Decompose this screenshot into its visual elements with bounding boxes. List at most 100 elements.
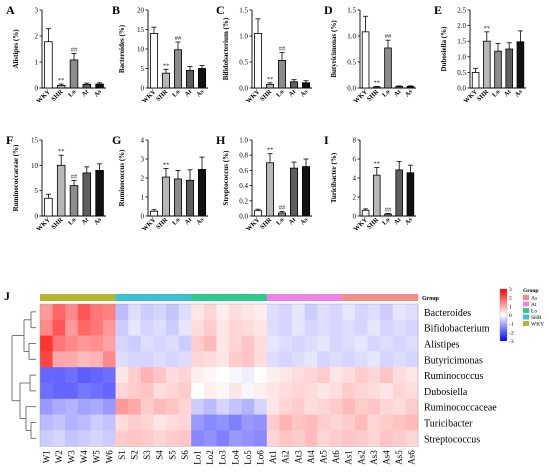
heatmap-column-label: S5 — [167, 450, 177, 460]
y-tick-label: 10 — [31, 162, 39, 170]
heatmap-cell — [392, 351, 406, 368]
heatmap-cell — [191, 304, 205, 321]
heatmap-cell — [90, 398, 104, 415]
y-axis-label: Streptococcus (%) — [222, 150, 230, 206]
x-tick-label: Lo — [491, 88, 501, 98]
heatmap-cell — [128, 367, 142, 384]
heatmap-cell — [140, 335, 154, 352]
heatmap-cell — [266, 383, 280, 400]
heatmap-cell — [329, 398, 343, 415]
heatmap-column-label: W1 — [41, 450, 51, 463]
heatmap-cell — [153, 367, 167, 384]
heatmap-cell — [254, 414, 268, 431]
heatmap-column-label: W3 — [67, 450, 77, 463]
bar-lo — [69, 185, 79, 217]
group-strip-cell — [380, 294, 394, 301]
x-tick-label: SHR — [50, 88, 65, 103]
heatmap-cell — [77, 430, 91, 447]
heatmap-cell — [203, 351, 217, 368]
y-tick-label: 2 — [35, 33, 39, 41]
bar-as — [406, 172, 415, 217]
x-tick-label: At — [393, 216, 403, 226]
heatmap-cell — [392, 383, 406, 400]
group-strip-cell — [166, 294, 179, 301]
heatmap-cell — [166, 319, 179, 336]
y-tick-label: 15 — [31, 137, 39, 145]
group-legend-title: Group — [523, 288, 539, 294]
heatmap-cell — [355, 367, 368, 384]
panel-letter: J — [4, 289, 10, 303]
bar-at — [505, 48, 513, 89]
heatmap-cell — [279, 335, 293, 352]
heatmap-cell — [367, 398, 381, 415]
heatmap-cell — [317, 335, 331, 352]
y-axis-label: Bifidobacterium (%) — [222, 17, 230, 80]
group-strip-cell — [355, 294, 368, 301]
group-legend-swatch — [523, 321, 529, 326]
heatmap-cell — [279, 383, 293, 400]
heatmap-cell — [52, 383, 66, 400]
y-tick-label: 0.4 — [239, 182, 248, 190]
heatmap-row-label: Streptococcus — [424, 434, 480, 445]
heatmap-cell — [128, 383, 142, 400]
heatmap-cell — [405, 414, 419, 431]
heatmap-cell — [266, 351, 280, 368]
heatmap-row-label: Bifidobacterium — [424, 324, 490, 335]
bar-at — [185, 70, 194, 89]
y-axis-label: Ruminococcaceae (%) — [12, 144, 20, 211]
group-strip-cell — [367, 294, 381, 301]
heatmap-cell — [140, 304, 154, 321]
heatmap-cell — [40, 304, 53, 321]
color-scale-tick: 2 — [509, 296, 512, 302]
heatmap-cell — [166, 367, 179, 384]
color-scale-tick: -1 — [509, 322, 514, 328]
panel-letter: H — [216, 133, 226, 147]
y-tick-label: 0.5 — [239, 59, 248, 67]
heatmap-cell — [229, 383, 242, 400]
color-scale-bar — [499, 288, 508, 342]
y-axis-label: Ruminococcus (%) — [118, 149, 126, 207]
heatmap-cell — [153, 351, 167, 368]
x-tick-label: As — [404, 216, 414, 226]
bar-shr — [56, 85, 66, 89]
heatmap-cell — [191, 414, 205, 431]
group-strip-cell — [128, 294, 142, 301]
heatmap-cell — [317, 367, 331, 384]
heatmap-cell — [216, 367, 230, 384]
heatmap-cell — [317, 398, 331, 415]
heatmap-cell — [166, 430, 179, 447]
heatmap-cell — [103, 383, 116, 400]
y-tick-label: 0.0 — [457, 85, 466, 93]
heatmap-cell — [103, 351, 116, 368]
y-axis-label: Dubosiella (%) — [440, 26, 448, 72]
heatmap-cell — [140, 367, 154, 384]
heatmap-cell — [191, 319, 205, 336]
heatmap-cell — [90, 335, 104, 352]
heatmap-cell — [128, 414, 142, 431]
heatmap-cell — [40, 383, 53, 400]
x-tick-label: At — [80, 216, 90, 226]
heatmap-cell — [115, 398, 129, 415]
heatmap-cell — [40, 430, 53, 447]
heatmap-cell — [342, 335, 356, 352]
color-scale-tick: 0 — [509, 313, 512, 319]
heatmap-cell — [405, 319, 419, 336]
heatmap-cell — [254, 383, 268, 400]
heatmap-cell — [229, 335, 242, 352]
group-strip-cell — [153, 294, 167, 301]
y-axis-label: Turicibacter (%) — [330, 152, 338, 203]
heatmap-cell — [367, 383, 381, 400]
heatmap-row-label: Ruminococcaceae — [424, 403, 497, 414]
heatmap-cell — [380, 351, 394, 368]
heatmap-cell — [216, 398, 230, 415]
heatmap-column-label: As1 — [344, 450, 354, 465]
y-tick-label: 6 — [353, 156, 357, 164]
heatmap-cell — [178, 414, 192, 431]
heatmap-cell — [203, 335, 217, 352]
heatmap-cell — [304, 367, 318, 384]
color-scale-tick: -3 — [509, 339, 514, 345]
bar-shr — [373, 86, 381, 89]
